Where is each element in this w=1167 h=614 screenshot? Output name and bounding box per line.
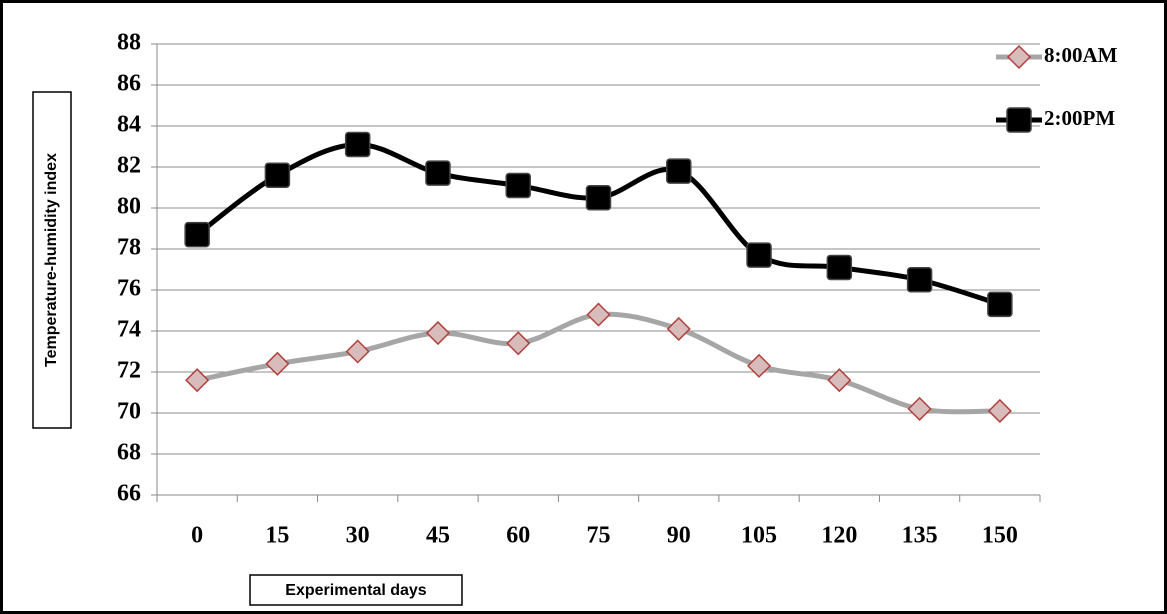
- x-tick-label: 120: [821, 523, 857, 549]
- x-tick-label: 45: [426, 523, 450, 549]
- y-axis-title: Temperature-humidity index: [43, 153, 60, 367]
- point-marker: [264, 162, 291, 188]
- series-line: [196, 311, 1000, 415]
- point-marker: [345, 339, 370, 364]
- point-marker: [746, 353, 772, 378]
- point-marker: [987, 291, 1013, 318]
- x-tick-label: 0: [191, 523, 203, 549]
- x-label-box: [249, 574, 463, 606]
- x-tick-label: 75: [587, 523, 611, 549]
- point-marker: [425, 320, 451, 346]
- y-tick-label: 66: [117, 481, 141, 507]
- point-marker: [907, 396, 932, 421]
- point-marker: [746, 242, 772, 268]
- x-tick-label: 15: [265, 523, 289, 549]
- y-tick-label: 84: [117, 112, 141, 138]
- point-marker: [666, 158, 692, 184]
- point-marker: [344, 131, 371, 158]
- point-marker: [586, 302, 611, 327]
- point-marker: [505, 172, 531, 199]
- point-marker: [265, 351, 290, 376]
- point-marker: [185, 368, 210, 393]
- y-tick-label: 76: [117, 276, 141, 302]
- y-tick-label: 82: [117, 153, 141, 179]
- y-tick-label: 68: [117, 440, 141, 466]
- point-marker: [826, 254, 853, 281]
- y-tick-label: 78: [117, 235, 141, 261]
- x-tick-label: 90: [667, 523, 691, 549]
- y-tick-label: 80: [117, 194, 141, 220]
- legend-label: 8:00AM: [1044, 43, 1118, 67]
- point-marker: [184, 221, 210, 248]
- point-marker: [827, 368, 852, 393]
- legend-marker: [1006, 107, 1032, 133]
- y-tick-label: 72: [117, 358, 141, 384]
- y-tick-label: 86: [117, 71, 141, 97]
- legend-label: 2:00PM: [1044, 106, 1115, 130]
- point-marker: [906, 267, 933, 293]
- point-marker: [506, 331, 531, 356]
- series-line: [195, 141, 1001, 307]
- point-marker: [987, 398, 1012, 424]
- x-axis-title: Experimental days: [285, 582, 427, 599]
- x-tick-label: 135: [902, 523, 938, 549]
- y-tick-label: 70: [117, 399, 141, 425]
- y-tick-label: 88: [117, 30, 141, 56]
- point-marker: [585, 185, 612, 211]
- x-tick-label: 30: [346, 523, 370, 549]
- point-marker: [666, 316, 691, 342]
- x-tick-label: 60: [506, 523, 530, 549]
- x-tick-label: 150: [982, 523, 1018, 549]
- y-tick-label: 74: [117, 317, 141, 343]
- y-label-box: [32, 91, 72, 429]
- point-marker: [425, 160, 451, 186]
- x-tick-label: 105: [741, 523, 777, 549]
- legend-marker: [1006, 44, 1032, 70]
